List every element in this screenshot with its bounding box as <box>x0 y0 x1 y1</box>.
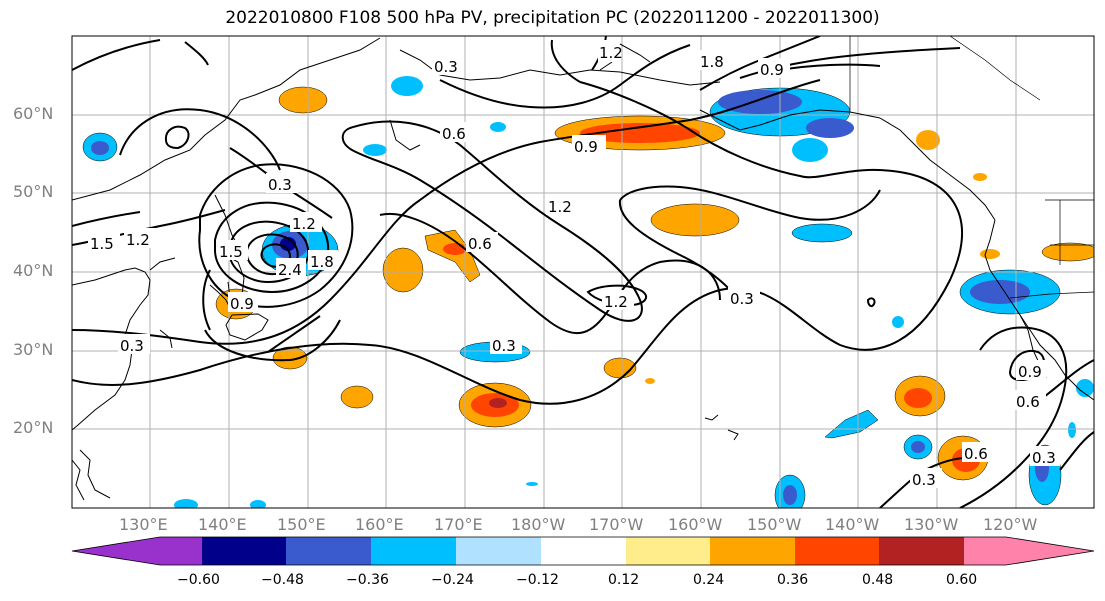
colorbar-segment <box>160 537 202 565</box>
lon-label: 160°E <box>355 515 404 534</box>
contour-label: 0.3 <box>120 337 144 355</box>
political-borders <box>849 36 1094 299</box>
contour-label: 0.3 <box>492 337 516 355</box>
precip-anomaly-fills <box>82 76 1094 508</box>
lon-label: 170°W <box>589 515 644 534</box>
contour-label: 0.3 <box>1032 449 1056 467</box>
contour-label: 0.6 <box>442 125 466 143</box>
contour-label: 1.2 <box>292 215 316 233</box>
contour-label: 1.5 <box>219 243 243 261</box>
contour-label: 1.2 <box>604 293 628 311</box>
contour-label: 0.9 <box>230 295 254 313</box>
colorbar <box>71 536 1095 566</box>
contour-label: 0.9 <box>1018 363 1042 381</box>
graticule <box>72 36 1094 508</box>
colorbar-tick-label: 0.36 <box>777 572 809 588</box>
colorbar-segment <box>541 537 626 565</box>
lon-label: 140°E <box>198 515 247 534</box>
colorbar-tick-label: −0.24 <box>431 572 474 588</box>
contour-label: 1.2 <box>599 44 623 62</box>
contour-labels: 0.3 0.6 0.9 0.9 1.2 0.6 1.2 0.3 0.3 0.3 … <box>88 40 1060 489</box>
lon-label: 130°W <box>904 515 959 534</box>
lon-label: 180°W <box>511 515 566 534</box>
colorbar-segment <box>710 537 795 565</box>
colorbar-tick-label: −0.48 <box>261 572 304 588</box>
colorbar-tick-label: 0.12 <box>608 572 640 588</box>
lat-label: 60°N <box>13 104 54 123</box>
colorbar-segment <box>964 537 1006 565</box>
colorbar-tick-label: −0.60 <box>177 572 220 588</box>
colorbar-segment <box>795 537 879 565</box>
colorbar-tick-label: −0.36 <box>346 572 389 588</box>
lon-label: 150°W <box>747 515 802 534</box>
colorbar-tick-label: 0.48 <box>862 572 894 588</box>
contour-label: 0.9 <box>760 61 784 79</box>
lat-label: 50°N <box>13 182 54 201</box>
lat-label: 40°N <box>13 261 54 280</box>
contour-label: 1.8 <box>310 253 334 271</box>
colorbar-segment <box>286 537 371 565</box>
colorbar-extend-max <box>1006 537 1094 565</box>
contour-label: 1.2 <box>126 231 150 249</box>
colorbar-tick-label: 0.24 <box>693 572 725 588</box>
map-title: 2022010800 F108 500 hPa PV, precipitatio… <box>225 8 880 28</box>
lon-label: 130°E <box>119 515 168 534</box>
contour-label: 0.6 <box>1016 393 1040 411</box>
colorbar-tick-label: 0.60 <box>946 572 978 588</box>
contour-label: 0.3 <box>434 58 458 76</box>
colorbar-segment <box>371 537 456 565</box>
contour-label: 1.8 <box>700 53 724 71</box>
colorbar-extend-min <box>72 537 160 565</box>
colorbar-segment <box>456 537 541 565</box>
contour-label: 0.3 <box>268 176 292 194</box>
lon-label: 120°W <box>983 515 1038 534</box>
lat-label: 20°N <box>13 418 54 437</box>
map-frame <box>71 35 1095 509</box>
colorbar-tick-label: −0.12 <box>516 572 559 588</box>
colorbar-segment <box>202 537 286 565</box>
colorbar-segment <box>879 537 964 565</box>
contour-label: 0.6 <box>964 445 988 463</box>
contour-label: 2.4 <box>278 261 302 279</box>
lon-label: 160°W <box>668 515 723 534</box>
lon-label: 140°W <box>825 515 880 534</box>
contour-label: 0.9 <box>574 138 598 156</box>
contour-label: 0.3 <box>730 290 754 308</box>
contour-label: 1.2 <box>548 198 572 216</box>
lat-label: 30°N <box>13 340 54 359</box>
lon-label: 150°E <box>277 515 326 534</box>
colorbar-segment <box>626 537 710 565</box>
contour-label: 0.3 <box>912 471 936 489</box>
contour-label: 0.6 <box>468 235 492 253</box>
lon-label: 170°E <box>434 515 483 534</box>
contour-label: 1.5 <box>90 235 114 253</box>
